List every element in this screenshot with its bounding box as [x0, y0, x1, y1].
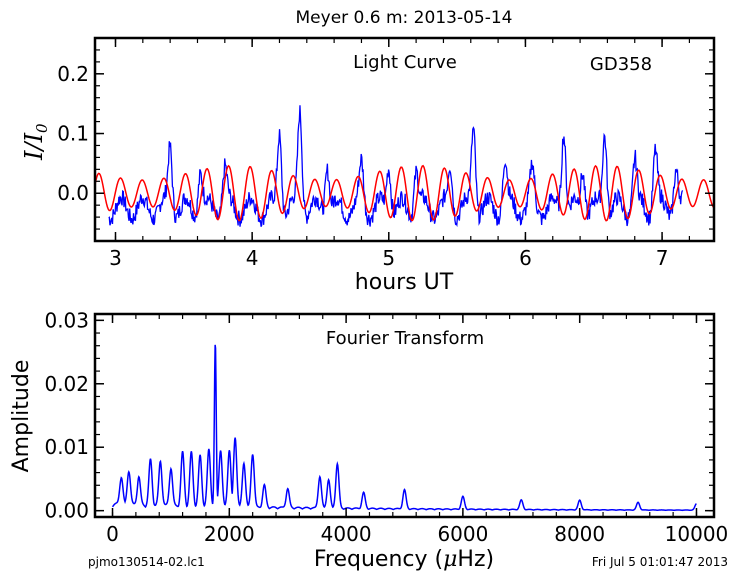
fourier-ticks: 0 2000 4000 6000 8000 10000 0.00 0.01 0.02 0.03	[44, 308, 728, 546]
x-label-mu: μ	[443, 547, 457, 572]
star-name-label: GD358	[590, 54, 652, 75]
light-curve-frame	[93, 36, 716, 243]
y-label-main: I/I	[20, 132, 48, 161]
fourier-x-tick-label: 8000	[554, 522, 605, 546]
light-curve-x-tick-label: 5	[382, 246, 395, 270]
footer-filename: pjmo130514-02.lc1	[88, 555, 205, 569]
fourier-y-axis-label: Amplitude	[9, 360, 34, 473]
light-curve-data-line	[108, 105, 684, 228]
sinusoid-fit-line	[95, 164, 714, 222]
light-curve-y-tick-label: 0.2	[57, 62, 89, 86]
fourier-y-tick-label: 0.02	[44, 372, 89, 396]
light-curve-title: Light Curve	[353, 52, 457, 73]
x-label-pre: Frequency (	[314, 547, 443, 572]
light-curve-panel: 3 4 5 6 7 0.0 0.1 0.2 Light Curve GD358 hours U…	[20, 36, 716, 295]
fourier-x-tick-label: 6000	[437, 522, 488, 546]
fourier-x-axis-label: Frequency (μHz)	[314, 547, 494, 572]
light-curve-y-tick-label: 0.1	[57, 122, 89, 146]
fourier-x-tick-label: 2000	[204, 522, 255, 546]
light-curve-x-tick-label: 7	[656, 246, 669, 270]
fourier-frame	[93, 312, 716, 519]
fourier-y-tick-label: 0.01	[44, 435, 89, 459]
fourier-y-tick-label: 0.03	[44, 308, 89, 332]
figure-title: Meyer 0.6 m: 2013-05-14	[296, 8, 513, 28]
fourier-x-tick-label: 10000	[665, 522, 729, 546]
light-curve-y-tick-label: 0.0	[57, 181, 89, 205]
y-label-subscript: 0	[33, 123, 51, 133]
footer-timestamp: Fri Jul 5 01:01:47 2013	[592, 555, 728, 569]
fourier-x-tick-label: 4000	[321, 522, 372, 546]
fourier-title: Fourier Transform	[326, 328, 484, 349]
fourier-y-tick-label: 0.00	[44, 499, 89, 523]
fourier-transform-panel: 0 2000 4000 6000 8000 10000 0.00 0.01 0.02 0.03 F…	[9, 308, 728, 572]
light-curve-x-tick-label: 6	[519, 246, 532, 270]
fourier-plot-area	[111, 344, 697, 512]
fourier-x-tick-label: 0	[106, 522, 119, 546]
light-curve-y-axis-label: I/I0	[20, 123, 51, 161]
x-label-post: Hz)	[457, 547, 494, 572]
light-curve-ticks: 3 4 5 6 7 0.0 0.1 0.2	[57, 37, 714, 270]
fourier-amplitude-line	[111, 344, 697, 512]
light-curve-x-tick-label: 3	[109, 246, 122, 270]
light-curve-x-tick-label: 4	[246, 246, 259, 270]
light-curve-x-axis-label: hours UT	[355, 270, 454, 295]
light-curve-plot-area	[95, 105, 714, 228]
